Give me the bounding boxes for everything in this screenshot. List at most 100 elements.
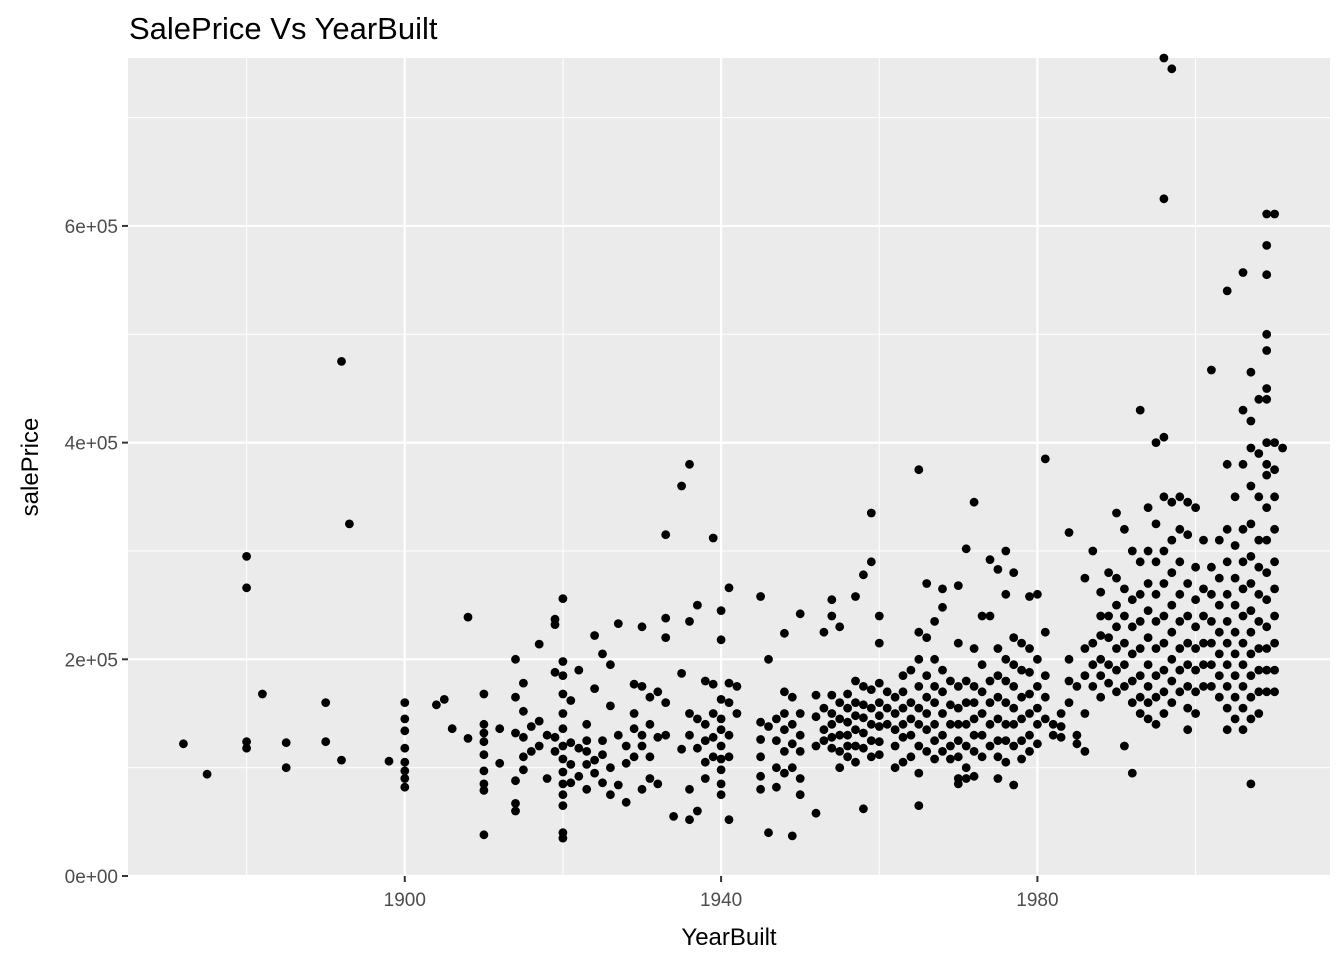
data-point <box>519 752 528 762</box>
data-point <box>1238 405 1248 415</box>
data-point <box>1135 709 1145 718</box>
data-point <box>1191 644 1200 653</box>
data-point <box>463 734 473 743</box>
data-point <box>1001 736 1011 745</box>
data-point <box>732 682 742 691</box>
data-point <box>1096 671 1106 680</box>
data-point <box>732 709 742 718</box>
data-point <box>1270 638 1279 648</box>
data-point <box>1191 503 1200 512</box>
data-point <box>1175 492 1185 502</box>
data-point <box>1262 209 1272 219</box>
data-point <box>653 732 663 742</box>
data-point <box>835 747 845 756</box>
data-point <box>693 806 702 816</box>
data-point <box>637 682 647 691</box>
data-point <box>1246 443 1256 453</box>
data-point <box>1270 209 1279 219</box>
data-point <box>281 763 291 773</box>
data-point <box>345 519 354 529</box>
data-point <box>685 709 694 718</box>
data-point <box>811 808 821 818</box>
data-point <box>1159 194 1169 204</box>
data-point <box>1262 459 1272 469</box>
data-point <box>337 357 346 366</box>
data-point <box>866 703 876 713</box>
data-point <box>1183 579 1193 588</box>
data-point <box>1143 633 1153 642</box>
data-point <box>661 613 671 623</box>
data-point <box>1214 692 1224 702</box>
data-point <box>1159 665 1169 675</box>
data-point <box>1246 779 1256 789</box>
data-point <box>866 736 876 745</box>
chart-title: SalePrice Vs YearBuilt <box>129 11 438 46</box>
data-point <box>898 732 908 742</box>
data-point <box>835 763 845 773</box>
data-point <box>827 611 837 621</box>
data-point <box>590 631 599 640</box>
data-point <box>1151 719 1161 729</box>
data-point <box>985 611 995 621</box>
data-point <box>708 752 718 762</box>
data-point <box>1183 611 1193 621</box>
data-point <box>843 730 852 740</box>
data-point <box>1262 241 1272 250</box>
data-point <box>1230 541 1240 550</box>
data-point <box>866 508 876 518</box>
data-point <box>685 815 694 825</box>
data-point <box>534 716 544 726</box>
data-point <box>811 712 821 722</box>
data-point <box>613 730 623 740</box>
data-point <box>1143 579 1153 588</box>
data-point <box>582 784 592 794</box>
data-point <box>843 717 852 727</box>
data-point <box>835 622 845 632</box>
data-point <box>1222 638 1232 648</box>
data-point <box>724 815 734 825</box>
data-point <box>693 600 702 610</box>
data-point <box>914 682 924 691</box>
data-point <box>1222 660 1232 670</box>
data-point <box>1222 703 1232 713</box>
data-point <box>479 830 489 840</box>
data-point <box>922 633 932 642</box>
data-point <box>566 778 576 788</box>
data-point <box>795 609 805 619</box>
data-point <box>400 774 410 783</box>
data-point <box>953 779 963 789</box>
data-point <box>1143 660 1153 670</box>
data-point <box>1254 394 1264 404</box>
data-point <box>756 784 765 794</box>
data-point <box>1151 519 1161 529</box>
data-point <box>874 638 884 648</box>
data-point <box>526 747 536 756</box>
data-point <box>922 671 932 680</box>
data-point <box>1104 611 1113 621</box>
data-point <box>1025 592 1034 601</box>
data-point <box>890 692 900 702</box>
data-point <box>534 741 544 751</box>
y-tick-label: 2e+05 <box>65 650 118 671</box>
data-point <box>930 698 939 707</box>
data-point <box>827 690 837 700</box>
data-point <box>1025 644 1034 653</box>
data-point <box>1033 719 1042 729</box>
data-point <box>930 754 939 764</box>
data-point <box>558 741 568 751</box>
data-point <box>985 698 995 707</box>
data-point <box>479 779 489 789</box>
data-point <box>1033 654 1042 664</box>
data-point <box>1151 692 1161 702</box>
data-point <box>1159 432 1169 442</box>
data-point <box>1112 687 1121 697</box>
data-point <box>1246 649 1256 659</box>
data-point <box>898 671 908 680</box>
data-point <box>1175 589 1185 599</box>
data-point <box>1151 589 1161 599</box>
data-point <box>708 709 718 718</box>
data-point <box>859 700 868 710</box>
data-point <box>1143 503 1153 512</box>
data-point <box>946 741 955 751</box>
data-point <box>969 730 979 740</box>
